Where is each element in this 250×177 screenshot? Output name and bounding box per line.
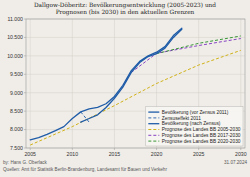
plot-frame: [26, 19, 245, 148]
axes: 2005 2010 2015 2020 2025 2030 7.500 8.000 8.500 9…: [7, 16, 247, 157]
title-line: Prognosen (bis 2030) in den aktuellen Gr…: [56, 9, 195, 16]
y-tick-label: 8.000: [10, 126, 23, 132]
y-tick: [24, 148, 26, 149]
background: [0, 0, 250, 177]
grid: [26, 19, 245, 148]
y-tick: [24, 92, 26, 93]
series-line: [30, 50, 241, 145]
title: Dallgow-Döberitz: Bevölkerungsentwicklun…: [34, 2, 216, 16]
legend-label: Bevölkerung (vor Zensus 2011): [162, 110, 229, 115]
series-line: [157, 36, 241, 54]
grid-line: [72, 19, 73, 148]
legend-label: Bevölkerung (nach Zensus): [162, 121, 221, 126]
x-tick-label: 2005: [24, 151, 36, 157]
note: by: Hans G. Oberlack: [3, 160, 48, 165]
y-tick-label: 8.500: [10, 108, 23, 114]
grid-line: [30, 19, 31, 148]
grid-line: [26, 74, 245, 75]
legend-handle: [148, 123, 159, 124]
note: 31.07.2024: [224, 160, 247, 165]
legend-label: Prognose des Landes BB 2005-2030: [162, 127, 241, 132]
grid-line: [114, 19, 115, 148]
y-tick-label: 7.500: [10, 145, 23, 151]
y-tick: [24, 111, 26, 112]
plot-area: [30, 28, 241, 145]
legend-handle: [148, 141, 159, 142]
legend-handle: [148, 111, 159, 112]
x-tick-label: 2015: [109, 151, 121, 157]
y-tick: [24, 19, 26, 20]
y-tick: [24, 55, 26, 56]
x-tick-label: 2030: [235, 151, 247, 157]
legend-handle: [148, 135, 159, 136]
y-tick: [24, 37, 26, 38]
legend-label: Zensuseffekt 2011: [162, 116, 201, 121]
grid-line: [26, 55, 245, 56]
legend-handle: [148, 117, 159, 118]
y-tick-label: 9.500: [10, 71, 23, 77]
legend-label: Prognose des Landes BB 2020-2030: [162, 139, 241, 144]
title-line: Dallgow-Döberitz: Bevölkerungsentwicklun…: [34, 2, 216, 9]
chart: Dallgow-Döberitz: Bevölkerungsentwicklun…: [0, 0, 250, 177]
note: Quellen: Amt für Statistik Berlin-Brande…: [3, 167, 167, 172]
y-tick-label: 9.000: [10, 90, 23, 96]
legend-handle: [148, 129, 159, 130]
legend-box: [146, 107, 243, 146]
y-tick-label: 10.500: [7, 34, 23, 40]
x-tick-label: 2020: [151, 151, 163, 157]
grid-line: [26, 37, 245, 38]
y-tick: [24, 129, 26, 130]
notes: by: Hans G. Oberlack 31.07.2024 Quellen: A…: [3, 160, 247, 173]
grid-line: [26, 92, 245, 93]
y-tick: [24, 74, 26, 75]
legend-label: Prognose des Landes BB 2017-2030: [162, 133, 241, 138]
legend: Bevölkerung (vor Zensus 2011)Zensuseffek…: [146, 107, 243, 146]
x-tick-label: 2010: [67, 151, 79, 157]
series-line: [30, 28, 182, 140]
y-tick-label: 11.000: [8, 16, 24, 22]
y-tick-label: 10.000: [7, 53, 23, 59]
x-tick-label: 2025: [193, 151, 205, 157]
